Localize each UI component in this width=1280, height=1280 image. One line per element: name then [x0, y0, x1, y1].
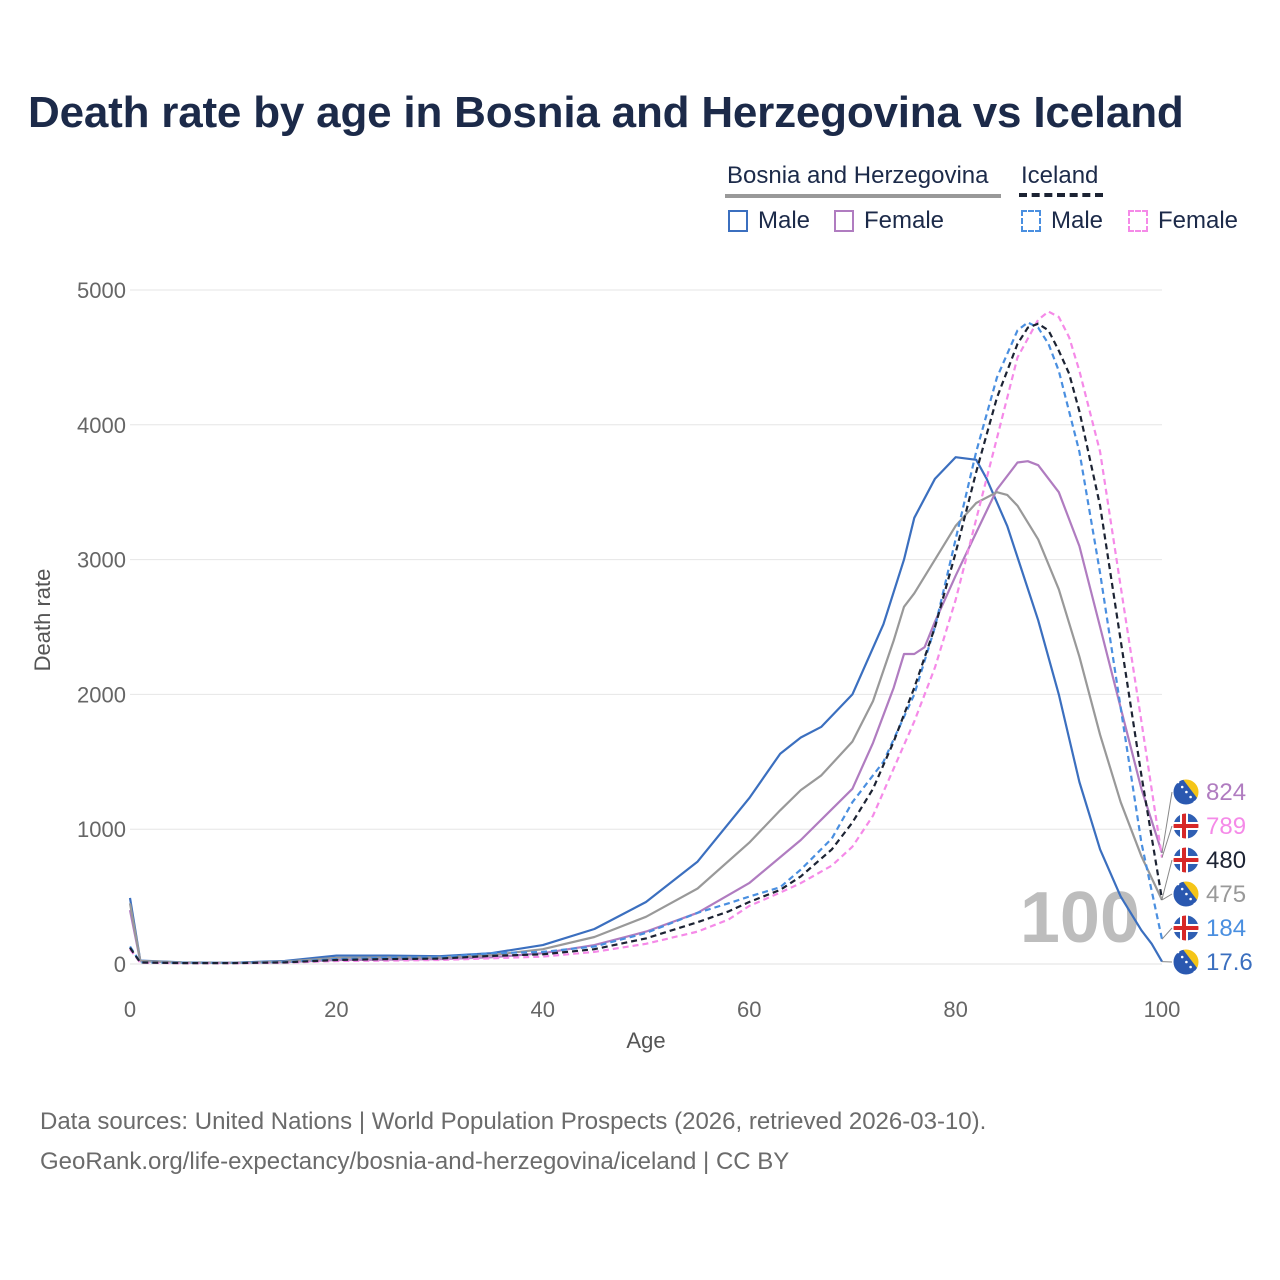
y-axis-label: Death rate: [30, 569, 55, 672]
end-label-connector: [1161, 859, 1173, 900]
legend-group-iceland: Iceland: [1021, 162, 1098, 190]
bosnia-flag-icon: [1172, 778, 1200, 806]
x-tick-label: 40: [531, 997, 555, 1022]
series-line-iceland-total[interactable]: [129, 322, 1164, 965]
series-line-bosnia-and-herzegovina-total[interactable]: [128, 491, 1163, 964]
end-label-bosnia-and-herzegovina-total: 475: [1161, 880, 1246, 908]
footer-link[interactable]: GeoRank.org/life-expectancy/bosnia-and-h…: [40, 1148, 790, 1175]
legend-item-bosnia-male[interactable]: Male: [728, 207, 810, 235]
legend-swatch-bosnia-male: [728, 210, 748, 232]
end-label-connector: [1161, 791, 1173, 854]
bosnia-flag-icon: [1172, 948, 1200, 976]
legend-swatch-bosnia-female: [834, 210, 854, 232]
axes: 0 1000 2000 3000 4000 5000 0 20 40 60 80 100: [77, 278, 1180, 1022]
x-tick-label: 60: [737, 997, 761, 1022]
bosnia-flag-icon: [1172, 880, 1200, 908]
legend-label-iceland-female: Female: [1158, 207, 1239, 234]
y-tick-label: 0: [114, 952, 126, 977]
legend-label-bosnia-male: Male: [758, 207, 811, 234]
end-value-label: 184: [1206, 915, 1246, 942]
legend-item-iceland-male[interactable]: Male: [1021, 207, 1103, 235]
y-tick-label: 3000: [77, 548, 126, 573]
end-label-connector: [1161, 927, 1173, 940]
legend-group-bosnia: Bosnia and Herzegovina: [727, 162, 989, 190]
end-label-connector: [1161, 825, 1173, 858]
x-axis-label: Age: [626, 1028, 665, 1053]
series-line-iceland-female[interactable]: [129, 310, 1164, 965]
chart-title: Death rate by age in Bosnia and Herzegov…: [28, 88, 1184, 137]
series-line-bosnia-and-herzegovina-male[interactable]: [128, 456, 1163, 964]
y-tick-label: 5000: [77, 278, 126, 303]
y-tick-label: 2000: [77, 682, 126, 707]
end-value-label: 17.6: [1206, 949, 1253, 976]
x-tick-label: 100: [1144, 997, 1181, 1022]
end-label-bosnia-and-herzegovina-male: 17.6: [1161, 948, 1253, 976]
watermark-year: 100: [1020, 878, 1140, 958]
iceland-flag-icon: [1172, 846, 1200, 874]
end-label-iceland-male: 184: [1161, 914, 1246, 942]
end-label-iceland-female: 789: [1161, 812, 1246, 858]
series-line-iceland-male[interactable]: [129, 321, 1164, 964]
legend-item-iceland-female[interactable]: Female: [1128, 207, 1238, 235]
end-labels: 824 789 480 475 184 17.6: [1161, 778, 1253, 976]
x-tick-label: 0: [124, 997, 136, 1022]
end-value-label: 789: [1206, 813, 1246, 840]
legend-group-line-iceland: [1019, 193, 1103, 197]
legend-group-line-bosnia: [725, 194, 1001, 198]
legend-group-label-iceland: Iceland: [1021, 162, 1099, 189]
legend-group-label-bosnia: Bosnia and Herzegovina: [727, 162, 989, 189]
legend-swatch-iceland-female: [1128, 210, 1148, 232]
iceland-flag-icon: [1172, 914, 1200, 942]
series-line-bosnia-and-herzegovina-female[interactable]: [128, 460, 1164, 964]
legend-label-bosnia-female: Female: [864, 207, 945, 234]
y-tick-label: 4000: [77, 413, 126, 438]
x-tick-label: 20: [324, 997, 348, 1022]
series-lines: [128, 310, 1164, 965]
legend-swatch-iceland-male: [1021, 210, 1041, 232]
end-label-iceland-total: 480: [1161, 846, 1246, 900]
footer-source: Data sources: United Nations | World Pop…: [40, 1108, 987, 1135]
x-tick-label: 80: [943, 997, 967, 1022]
grid: [130, 289, 1162, 830]
legend-item-bosnia-female[interactable]: Female: [834, 207, 944, 235]
legend-label-iceland-male: Male: [1051, 207, 1104, 234]
end-value-label: 824: [1206, 779, 1246, 806]
end-label-connector: [1161, 893, 1173, 901]
end-label-bosnia-and-herzegovina-female: 824: [1161, 778, 1246, 854]
end-value-label: 475: [1206, 881, 1246, 908]
iceland-flag-icon: [1172, 812, 1200, 840]
end-value-label: 480: [1206, 847, 1246, 874]
y-tick-label: 1000: [77, 817, 126, 842]
